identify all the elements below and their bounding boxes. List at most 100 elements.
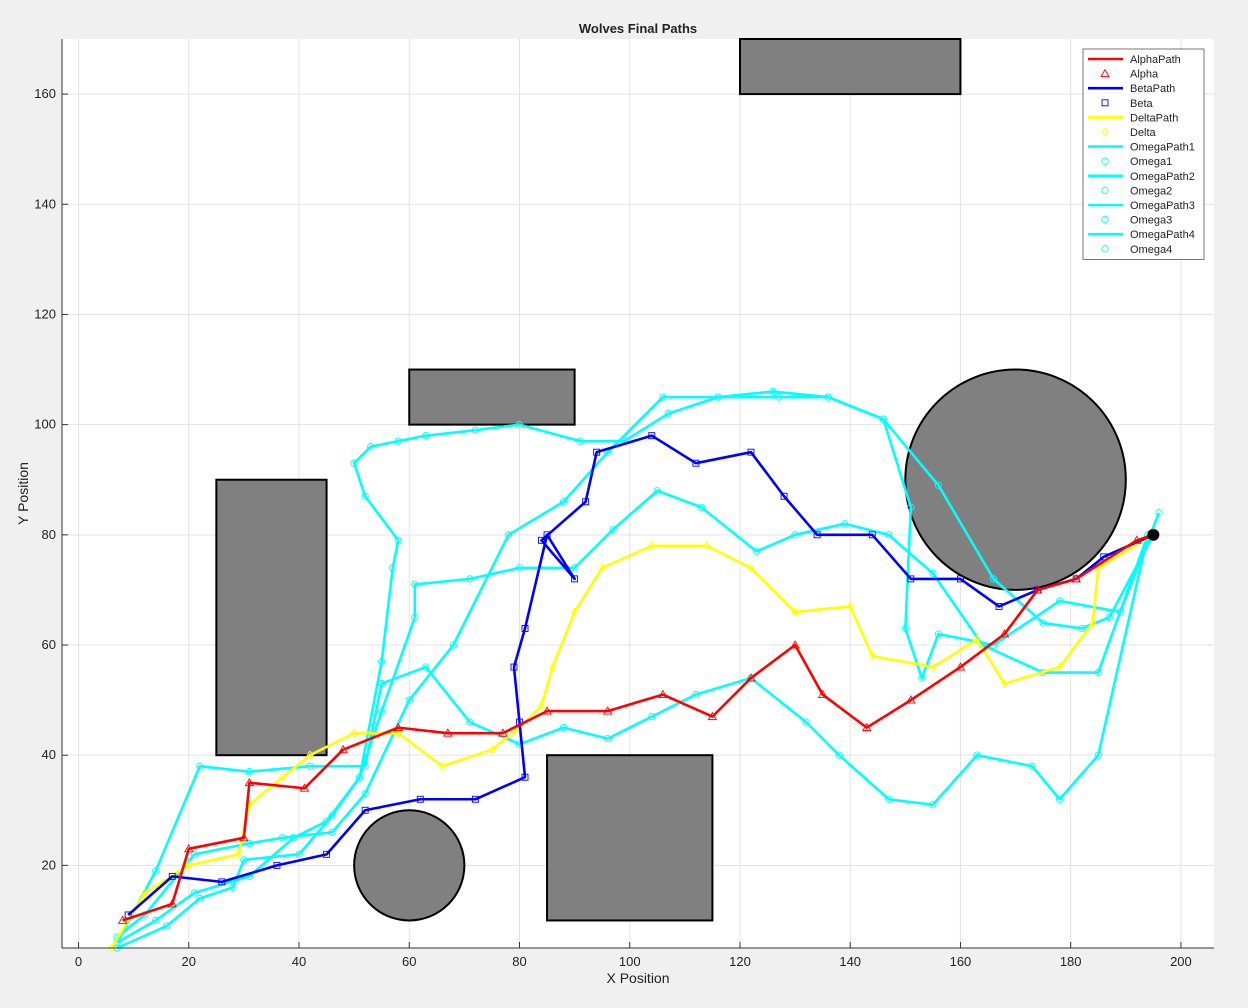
data-point-omega1 [190,850,198,858]
data-point-omega4 [289,834,298,842]
data-point-alpha [167,899,178,908]
data-point-omega3 [411,613,419,622]
data-point-omega4 [389,564,397,572]
data-point-omega1 [504,531,513,539]
series-line-omegapath1 [116,390,1161,938]
x-tick-label: 200 [1170,954,1192,969]
data-point-alpha [602,706,613,715]
legend-label: OmegaPath1 [1130,142,1195,154]
legend-label: Omega1 [1130,156,1172,168]
data-point-alpha [707,711,718,721]
data-point-omega4 [422,432,430,440]
data-point-beta [471,795,479,803]
data-point-omega4 [774,393,783,401]
data-point-omega2 [1028,762,1036,770]
data-point-omega3 [295,850,303,858]
data-point-omega1 [901,624,909,633]
data-point-beta [538,536,545,544]
data-point-delta [234,849,242,860]
legend: AlphaPath Alpha BetaPath Beta DeltaPath Delta… [1082,48,1205,260]
data-point-omega1 [907,503,915,511]
legend-marker-swatch [1101,157,1109,165]
legend-label: Alpha [1130,69,1159,81]
data-point-omega4 [879,415,887,423]
obstacle-rect [408,368,576,426]
data-point-beta [747,448,755,456]
data-point-omega1 [328,828,336,836]
data-point-delta [973,634,981,645]
x-tick-label: 40 [292,954,306,969]
legend-marker-swatch [1101,215,1109,224]
data-point-beta [995,602,1003,610]
data-point-omega1 [934,630,943,638]
data-point-alpha [1071,573,1081,583]
y-tick-label: 20 [42,857,56,872]
data-point-alpha [955,662,966,671]
obstacle-rect [546,754,714,922]
legend-item: OmegaPath4 [1088,229,1195,241]
data-point-omega3 [229,883,237,892]
legend-item: Alpha [1100,69,1159,81]
chart-title: Wolves Final Paths [579,21,697,36]
data-point-delta [306,750,314,760]
obstacle-circle [904,368,1127,591]
data-point-beta [648,432,656,440]
goal-point [1147,528,1160,541]
data-point-beta [692,459,700,467]
data-point-delta [1000,678,1009,689]
x-tick-label: 60 [402,954,416,969]
data-point-omega3 [841,520,849,528]
data-point-omega2 [1056,795,1064,803]
data-point-omega4 [1039,619,1047,627]
data-point-omega3 [929,569,937,578]
data-point-alpha [299,783,310,792]
y-tick-label: 160 [34,86,56,101]
y-tick-label: 80 [42,527,56,542]
series-line-alphapath [122,533,1154,922]
data-point-beta [416,795,424,803]
data-point-delta [141,888,149,898]
data-point-alpha [443,728,453,737]
data-point-delta [438,761,446,771]
data-point-beta [521,625,529,632]
data-point-alpha [244,777,255,787]
y-tick-label: 60 [42,637,56,652]
data-point-omega4 [394,437,402,445]
data-point-delta [185,860,193,871]
data-point-omega3 [378,707,386,715]
legend-label: Omega4 [1130,244,1172,256]
data-point-omega1 [659,393,667,401]
obstacles [215,38,1127,922]
data-point-delta [394,728,402,738]
y-tick-label: 140 [34,196,56,211]
data-point-omega1 [278,834,287,842]
data-point-omega2 [885,795,893,803]
data-point-delta [537,700,546,711]
x-tick-label: 80 [512,954,526,969]
legend-label: BetaPath [1130,83,1175,95]
legend-item: Beta [1101,98,1154,110]
data-point-omega2 [422,663,430,671]
data-point-alpha [183,843,194,853]
data-point-omega3 [885,531,893,539]
data-point-beta [361,806,369,814]
legend-label: Beta [1130,98,1154,110]
data-point-omega3 [791,531,799,539]
data-point-delta [747,563,755,573]
data-point-omega2 [196,762,204,770]
data-point-beta [323,850,331,858]
data-point-omega2 [929,801,937,809]
legend-item: DeltaPath [1088,112,1178,124]
data-point-alpha [906,695,916,704]
data-point-omega4 [355,773,364,781]
obstacle-rect [215,478,328,757]
data-point-omega2 [559,723,568,732]
data-point-omega3 [752,547,761,555]
legend-item: Omega4 [1101,244,1172,256]
series-line-betapath [127,434,1154,916]
data-point-alpha [790,640,800,649]
data-point-omega4 [152,916,160,925]
legend-marker-swatch [1101,245,1109,253]
data-point-delta [846,601,854,612]
legend-item: Delta [1101,127,1157,139]
